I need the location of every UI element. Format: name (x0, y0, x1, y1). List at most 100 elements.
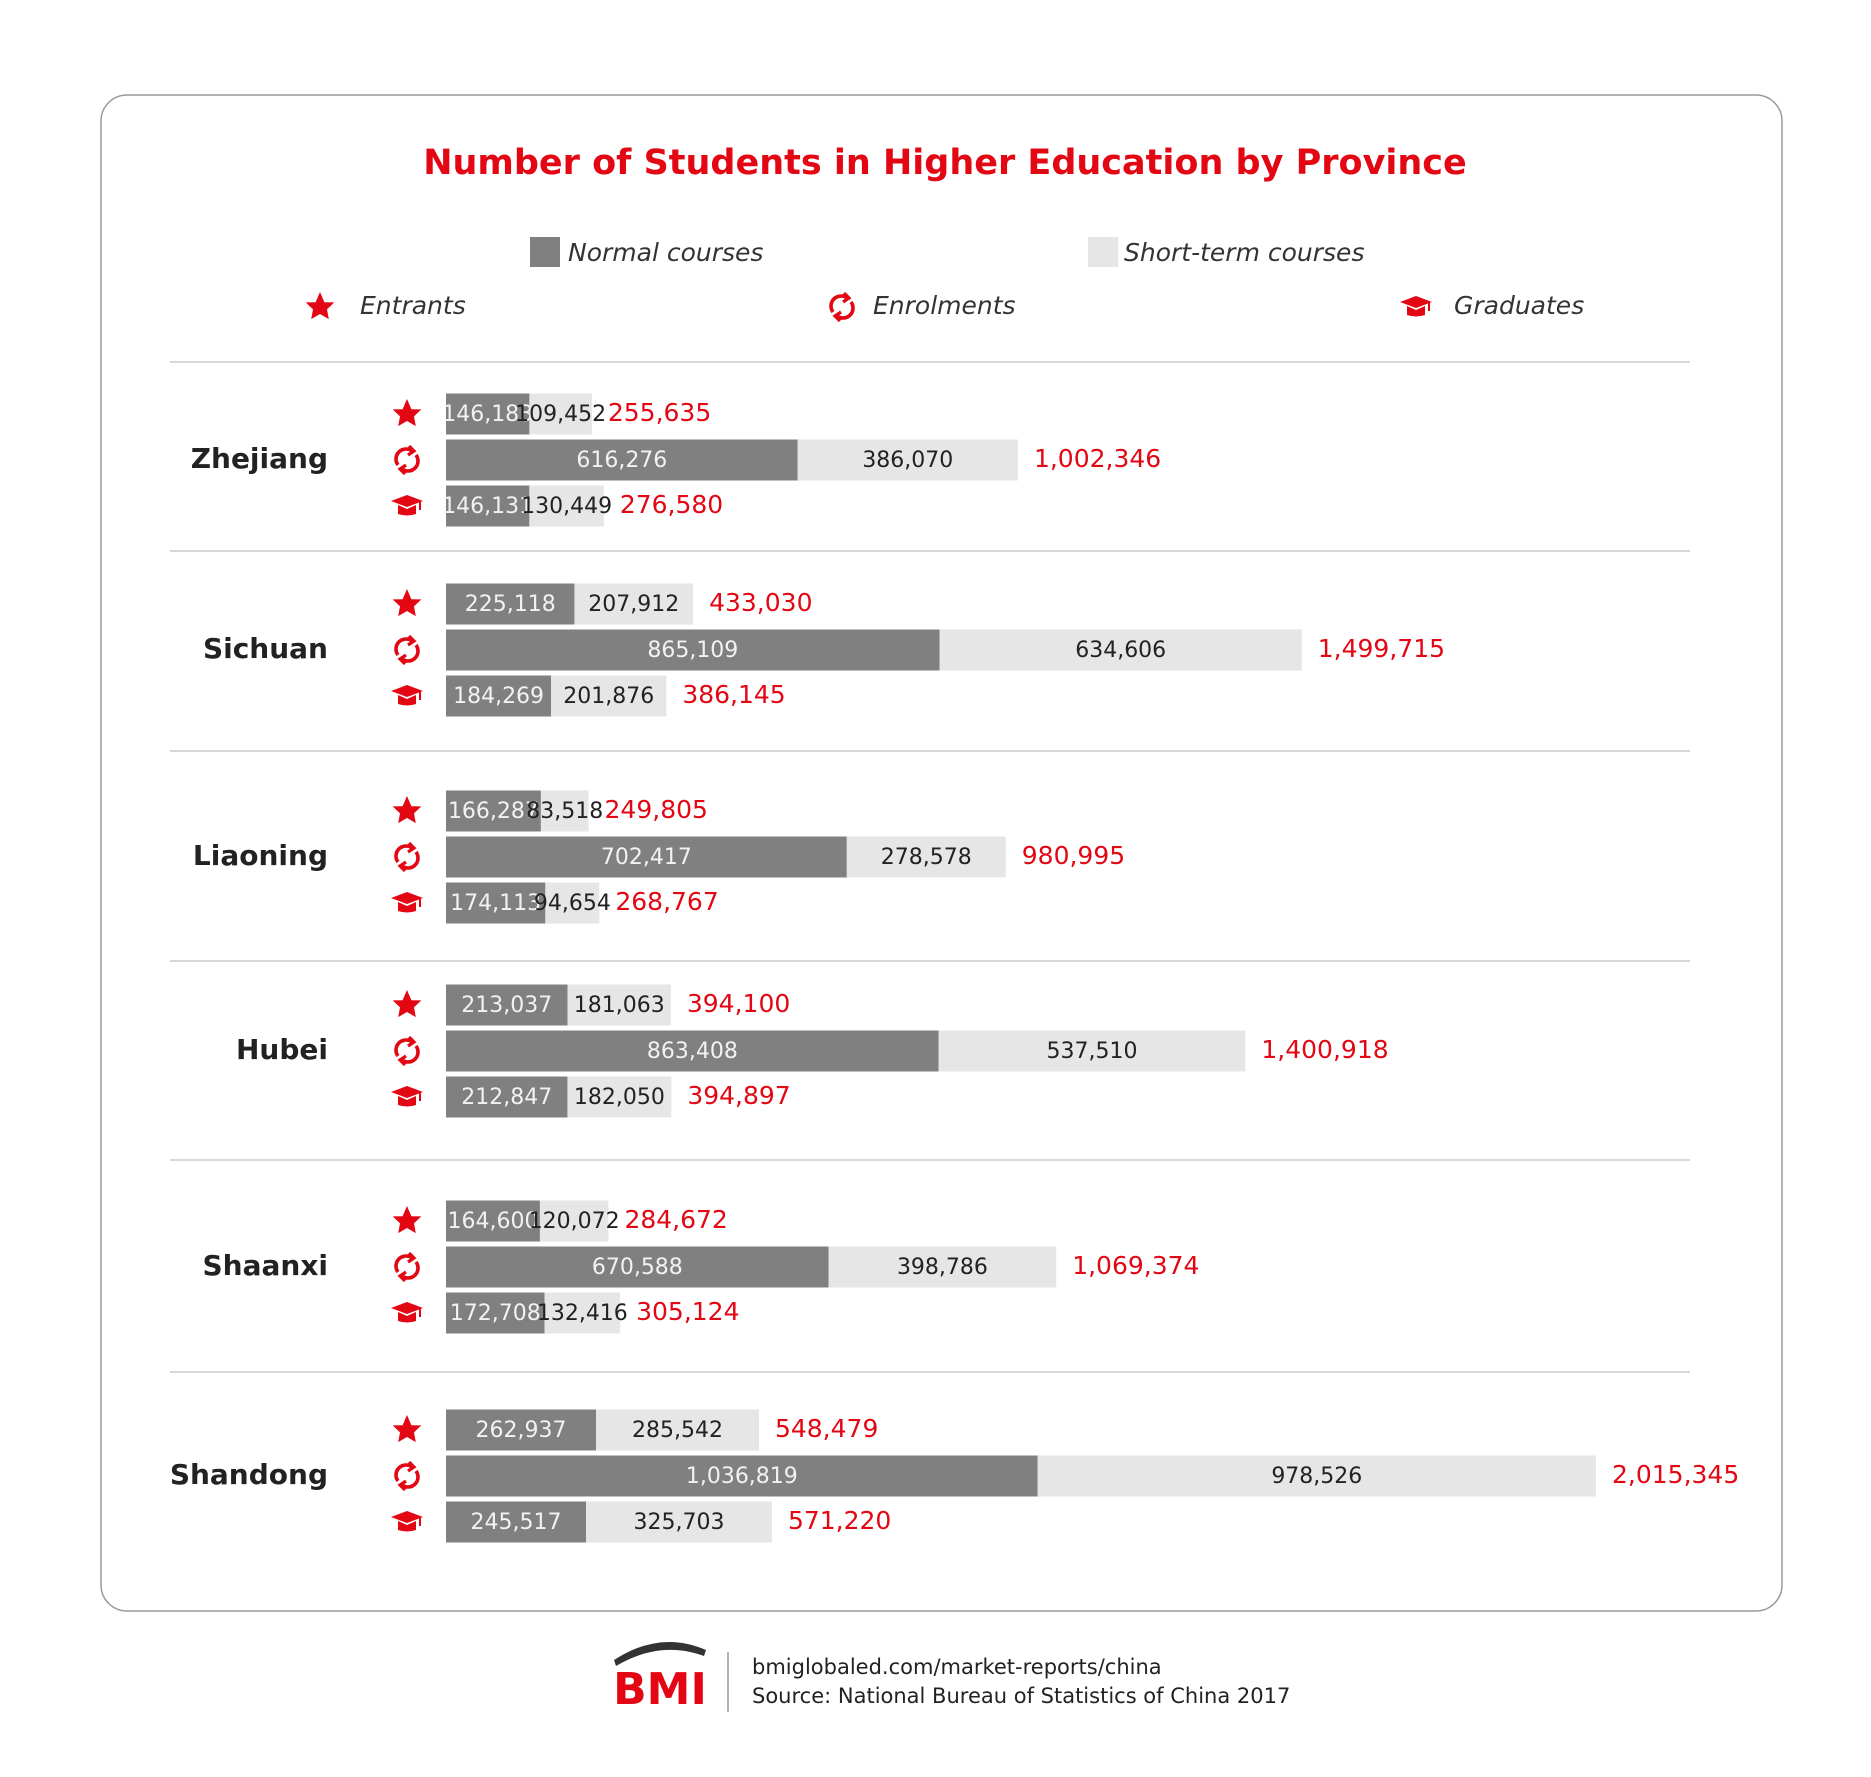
bar-segment (574, 583, 694, 625)
bar-segment (529, 485, 604, 527)
bar-segment (446, 882, 546, 924)
total-label: 1,069,374 (1072, 1251, 1199, 1280)
total-label: 2,015,345 (1612, 1460, 1739, 1489)
bar-segment (446, 583, 575, 625)
bar-segment (539, 1200, 609, 1242)
bar-label: 537,510 (1047, 1039, 1138, 1064)
bar-segment (446, 1409, 597, 1451)
bar-segment (828, 1246, 1057, 1288)
total-label: 1,499,715 (1318, 634, 1445, 663)
bar-label: 166,287 (448, 799, 539, 824)
bar-label: 172,708 (450, 1301, 541, 1326)
bar-label: 386,070 (862, 448, 953, 473)
bar-segment (846, 836, 1006, 878)
bar-label: 83,518 (526, 799, 603, 824)
province-label: Sichuan (203, 632, 328, 665)
bar-label: 184,269 (453, 684, 544, 709)
province-label: Hubei (236, 1033, 328, 1066)
bar-label: 94,654 (534, 891, 611, 916)
legend-label: Entrants (360, 291, 466, 320)
chart-title: Number of Students in Higher Education b… (423, 143, 1467, 183)
bar-segment (586, 1501, 772, 1543)
bar-segment (529, 393, 592, 435)
bar-segment (551, 675, 667, 717)
total-label: 394,897 (687, 1081, 790, 1110)
bar-label: 616,276 (576, 448, 667, 473)
bar-label: 146,131 (442, 494, 533, 519)
bar-label: 285,542 (632, 1418, 723, 1443)
bar-label: 164,600 (447, 1209, 538, 1234)
total-label: 1,002,346 (1034, 444, 1161, 473)
legend-swatch (1088, 237, 1118, 267)
bar-label: 225,118 (465, 592, 556, 617)
bar-label: 670,588 (592, 1255, 683, 1280)
legend-label: Normal courses (568, 238, 763, 267)
bar-segment (446, 1501, 587, 1543)
bar-label: 702,417 (601, 845, 692, 870)
bar-segment (446, 1200, 540, 1242)
total-label: 386,145 (682, 680, 785, 709)
bar-label: 262,937 (476, 1418, 567, 1443)
bar-label: 207,912 (588, 592, 679, 617)
total-label: 305,124 (636, 1297, 739, 1326)
bar-segment (938, 1030, 1246, 1072)
bar-label: 201,876 (563, 684, 654, 709)
province-label: Zhejiang (191, 442, 328, 475)
province-label: Shandong (170, 1458, 328, 1491)
bar-label: 634,606 (1075, 638, 1166, 663)
bar-label: 325,703 (634, 1510, 725, 1535)
legend-swatch (530, 237, 560, 267)
bar-label: 146,183 (442, 402, 533, 427)
bar-segment (446, 1455, 1038, 1497)
bar-segment (446, 1076, 568, 1118)
total-label: 276,580 (620, 490, 723, 519)
bar-label: 109,452 (515, 402, 606, 427)
bar-label: 174,113 (450, 891, 541, 916)
bar-segment (939, 629, 1302, 671)
source-url: bmiglobaled.com/market-reports/china (752, 1655, 1162, 1679)
bar-label: 181,063 (574, 993, 665, 1018)
bar-segment (797, 439, 1018, 481)
bar-label: 212,847 (461, 1085, 552, 1110)
bar-label: 978,526 (1271, 1464, 1362, 1489)
logo-swoosh (614, 1642, 706, 1666)
bar-label: 863,408 (647, 1039, 738, 1064)
bar-segment (544, 1292, 621, 1334)
bar-segment (446, 393, 530, 435)
bar-segment (446, 836, 847, 878)
bar-segment (567, 984, 671, 1026)
total-label: 433,030 (709, 588, 812, 617)
total-label: 268,767 (615, 887, 718, 916)
bar-label: 182,050 (574, 1085, 665, 1110)
province-label: Liaoning (193, 839, 328, 872)
legend-label: Graduates (1454, 291, 1584, 320)
total-label: 255,635 (608, 398, 711, 427)
bar-label: 865,109 (647, 638, 738, 663)
total-label: 1,400,918 (1261, 1035, 1388, 1064)
total-label: 980,995 (1022, 841, 1125, 870)
bar-segment (596, 1409, 759, 1451)
bar-segment (446, 439, 798, 481)
bar-label: 398,786 (897, 1255, 988, 1280)
bar-label: 120,072 (529, 1209, 620, 1234)
bar-segment (446, 629, 940, 671)
bar-label: 132,416 (537, 1301, 628, 1326)
bar-segment (446, 1030, 939, 1072)
total-label: 249,805 (605, 795, 708, 824)
total-label: 394,100 (687, 989, 790, 1018)
bar-label: 1,036,819 (686, 1464, 798, 1489)
total-label: 284,672 (624, 1205, 727, 1234)
source-note: Source: National Bureau of Statistics of… (752, 1684, 1290, 1708)
legend-label: Enrolments (873, 291, 1016, 320)
bar-label: 213,037 (461, 993, 552, 1018)
total-label: 548,479 (775, 1414, 878, 1443)
total-label: 571,220 (788, 1506, 891, 1535)
bar-segment (446, 1292, 545, 1334)
logo: BMI (613, 1664, 707, 1715)
bar-segment (545, 882, 600, 924)
bar-segment (446, 1246, 829, 1288)
bar-segment (540, 790, 589, 832)
bar-label: 245,517 (471, 1510, 562, 1535)
province-label: Shaanxi (203, 1249, 328, 1282)
